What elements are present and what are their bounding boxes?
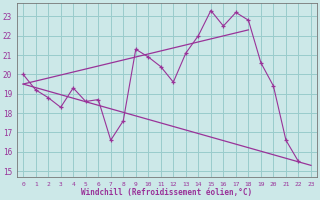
X-axis label: Windchill (Refroidissement éolien,°C): Windchill (Refroidissement éolien,°C) bbox=[82, 188, 252, 197]
